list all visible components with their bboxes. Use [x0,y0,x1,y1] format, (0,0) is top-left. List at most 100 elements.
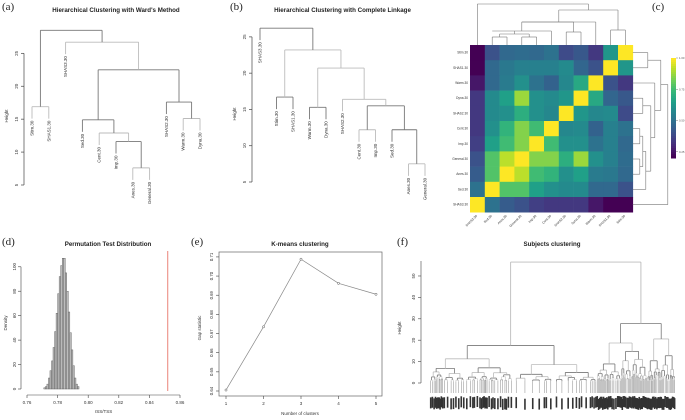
y-tick-label: 20 [14,83,19,89]
leaf-label [644,396,647,408]
row-label: Dyna.30 [456,96,468,100]
colorbar-segment [671,92,676,95]
heatmap-cell [484,181,500,198]
col-label: Cent.30 [541,214,552,225]
leaf-label [608,396,611,408]
y-tick-label: 20 [411,337,416,343]
leaf-label [658,397,661,409]
colorbar-segment [671,74,676,77]
y-tick-label: 0.67 [209,329,214,338]
leaf-label [441,397,444,409]
leaf-label [619,396,622,408]
col-label: SHAS2.30 [554,214,568,228]
leaf-label [599,396,602,408]
colorbar-segment [671,126,676,129]
leaf-label [490,398,493,410]
heatmap-cell [514,121,530,137]
leaf-label [443,397,446,409]
heatmap-cell [544,166,560,183]
y-tick-label: 20 [242,70,247,76]
col-label: Dyna.30 [570,214,581,225]
heatmap-cell [603,197,619,213]
histogram-bar [65,272,67,390]
histogram-bar [60,265,63,390]
leaf-label [641,398,643,410]
x-axis-label: Number of clusters [281,411,320,415]
heatmap-cell [573,90,589,107]
leaf-label: Cent.30 [357,143,362,159]
leaf-label [492,397,494,409]
leaf-label [465,398,468,410]
leaf-label [603,398,606,410]
heatmap-cell [470,45,486,61]
chart-title: K-means clustering [271,241,329,248]
x-tick-label: 0.80 [84,400,93,405]
x-tick-label: 4 [337,401,340,406]
heatmap-cell [573,166,589,183]
leaf-label [433,398,435,410]
x-tick-label: 0.84 [145,400,154,405]
col-label: Stim.30 [616,214,627,225]
colorbar-segment [671,84,676,87]
heatmap-cell [544,45,560,61]
y-tick-label: 0.64 [209,386,214,395]
colorbar-segment [671,94,676,97]
colorbar-segment [671,110,676,113]
y-tick-label: 40 [411,294,416,300]
leaf-label [613,398,615,410]
leaf-label [671,396,674,408]
y-tick-label: 0 [12,387,17,390]
leaf-label [651,398,653,410]
leaf-label [651,396,654,408]
y-tick-label: 5 [242,180,247,183]
leaf-label [673,398,676,410]
leaf-label [439,398,441,410]
heatmap-cell [588,90,604,107]
leaf-label [497,398,499,410]
heatmap-cell [618,121,634,137]
heatmap-cell [558,75,574,91]
heatmap-cell [484,90,500,107]
leaf-label: Anes.30 [130,181,135,198]
y-tick-label: 5 [14,183,19,186]
heatmap-cell [603,90,619,107]
leaf-label [673,397,675,409]
leaf-label [615,397,617,409]
colorbar-segment [671,72,676,75]
colorbar-segment [671,90,676,93]
leaf-label [667,396,669,408]
colorbar-segment [671,138,676,141]
heatmap-cell [529,75,545,91]
colorbar-segment [671,140,676,143]
heatmap-cell [603,105,619,122]
colorbar-segment [671,130,676,133]
colorbar-segment [671,128,676,131]
colorbar-segment [671,96,676,99]
panel-label-f: (f) [397,236,408,248]
panel-f: (f) Subjects clustering 0 10 20 30 40 50 Height [397,228,685,415]
heatmap-cell [618,166,634,183]
heatmap-cell [470,197,486,213]
histogram-bar [43,387,46,390]
leaf-label [545,397,548,409]
leaf-label [483,396,485,408]
leaf-label [635,398,638,410]
leaf-label [664,396,666,408]
leaf-label [598,397,601,409]
y-tick-label: 0.66 [209,348,214,357]
heatmap-cell [514,90,530,107]
heatmap-cell [514,45,530,61]
colorbar-segment [671,98,676,101]
leaf-label: General.30 [423,177,428,200]
y-tick-label: 10 [242,143,247,149]
chart-title: Hierarchical Clustering with Complete Li… [274,7,411,14]
heatmap-cell [558,105,574,122]
colorbar-segment [671,82,676,85]
heatmap-cell [544,136,560,152]
leaf-label [669,398,672,410]
leaf-label: Sed.30 [390,143,395,158]
heatmap-cell [470,181,486,198]
leaf-label: Sed.30 [80,133,85,148]
leaf-label [602,396,605,408]
colorbar-segment [671,154,676,157]
